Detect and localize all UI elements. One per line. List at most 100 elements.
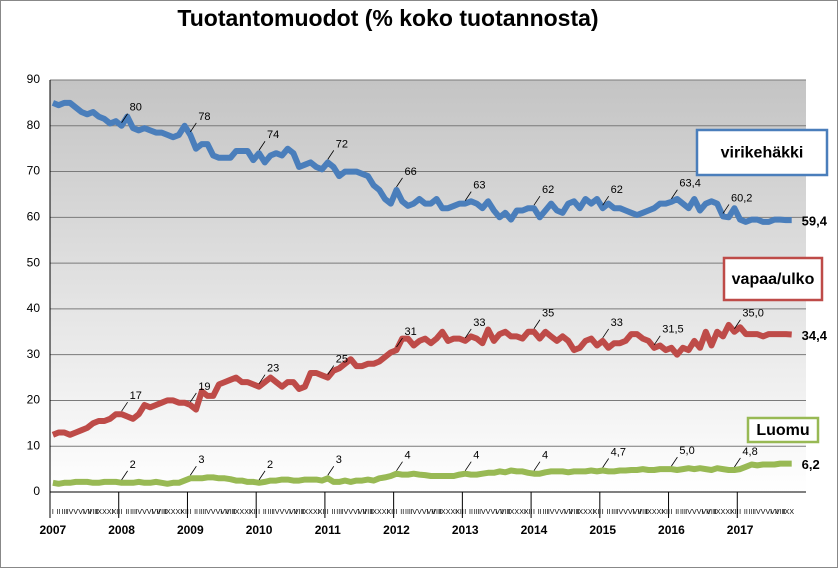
x-tick-label: XII	[180, 509, 189, 516]
x-tick-label: II	[332, 509, 336, 516]
x-tick-label: VI	[216, 509, 223, 516]
leader-line	[671, 456, 678, 467]
leader-line	[602, 328, 610, 339]
x-tick-label: II	[538, 509, 542, 516]
x-tick-label: IV	[67, 509, 74, 516]
leader-line	[258, 141, 266, 151]
leader-line	[396, 461, 403, 471]
x-tick-label: II	[125, 509, 129, 516]
x-tick-label: I	[327, 509, 329, 516]
x-tick-label: VII	[289, 509, 298, 516]
x-tick-label: VII	[770, 509, 779, 516]
x-tick-label: III	[749, 509, 755, 516]
value-label: 31,5	[662, 324, 683, 336]
x-tick-label: V	[142, 509, 147, 516]
x-tick-label: V	[348, 509, 353, 516]
x-tick-label: VIII	[363, 509, 374, 516]
x-tick-label: XI	[176, 509, 183, 516]
leader-line	[533, 319, 541, 329]
x-tick-label: XI	[382, 509, 389, 516]
x-tick-label: I	[52, 509, 54, 516]
value-label: 62	[542, 184, 554, 196]
leader-line	[258, 470, 266, 481]
leader-line	[327, 466, 335, 476]
leader-line	[671, 189, 678, 199]
x-tick-label: IX	[645, 509, 652, 516]
x-tick-label: I	[602, 509, 604, 516]
x-tick-label: I	[739, 509, 741, 516]
value-label: 2	[267, 459, 273, 471]
x-tick-label: VI	[491, 509, 498, 516]
year-label: 2010	[246, 523, 273, 537]
x-tick-label: X	[308, 509, 313, 516]
x-tick-label: X	[652, 509, 657, 516]
x-tick-label: IX	[576, 509, 583, 516]
value-label: 31	[405, 326, 417, 338]
y-tick-label: 90	[27, 72, 41, 86]
x-tick-label: X	[789, 509, 794, 516]
year-label: 2011	[315, 523, 341, 537]
y-tick-label: 0	[33, 484, 40, 498]
x-tick-label: VIII	[431, 509, 442, 516]
x-tick-label: VII	[633, 509, 642, 516]
leader-line	[121, 401, 128, 412]
value-label: 35	[542, 308, 554, 320]
y-tick-label: 30	[27, 347, 41, 361]
x-tick-label: V	[211, 509, 216, 516]
x-tick-label: I	[670, 509, 672, 516]
x-tick-label: XI	[519, 509, 526, 516]
value-label: 59,4	[802, 214, 828, 229]
x-tick-label: VI	[559, 509, 566, 516]
x-tick-label: XII	[318, 509, 327, 516]
x-tick-label: XI	[244, 509, 251, 516]
x-tick-label: XII	[112, 509, 121, 516]
leader-line	[602, 195, 610, 206]
x-tick-label: III	[405, 509, 411, 516]
x-tick-label: IV	[617, 509, 624, 516]
x-tick-label: XII	[455, 509, 464, 516]
x-tick-label: V	[280, 509, 285, 516]
x-tick-label: III	[680, 509, 686, 516]
x-tick-label: III	[336, 509, 342, 516]
x-tick-label: IV	[685, 509, 692, 516]
x-tick-label: XI	[107, 509, 114, 516]
x-tick-label: XI	[657, 509, 664, 516]
x-tick-label: VIII	[225, 509, 236, 516]
series-line	[51, 99, 792, 225]
x-tick-label: X	[721, 509, 726, 516]
x-tick-label: III	[611, 509, 617, 516]
x-tick-label: IX	[164, 509, 171, 516]
x-tick-label: VII	[83, 509, 92, 516]
leader-line	[464, 328, 472, 339]
x-tick-label: II	[263, 509, 267, 516]
leader-line	[653, 335, 661, 346]
x-tick-label: IV	[410, 509, 417, 516]
x-tick-label: III	[130, 509, 136, 516]
value-label: 25	[336, 353, 348, 365]
x-tick-label: XI	[313, 509, 320, 516]
x-tick-label: VIII	[569, 509, 580, 516]
leader-line	[121, 113, 128, 123]
value-label: 3	[198, 454, 204, 466]
y-tick-label: 80	[27, 118, 41, 132]
leader-line	[464, 461, 472, 471]
x-tick-label: III	[268, 509, 274, 516]
value-label: 63,4	[679, 178, 700, 190]
x-tick-label: VII	[427, 509, 436, 516]
value-label: 3	[336, 454, 342, 466]
series-line	[52, 460, 792, 487]
x-tick-label: I	[258, 509, 260, 516]
x-tick-label: VII	[564, 509, 573, 516]
x-tick-label: X	[446, 509, 451, 516]
x-tick-label: IX	[233, 509, 240, 516]
y-tick-label: 70	[27, 164, 41, 178]
x-tick-label: X	[102, 509, 107, 516]
x-tick-label: IV	[135, 509, 142, 516]
year-label: 2013	[452, 523, 479, 537]
value-label: 62	[611, 184, 623, 196]
x-tick-label: V	[623, 509, 628, 516]
x-tick-label: I	[464, 509, 466, 516]
value-label: 4	[405, 450, 411, 462]
legend-label: virikehäkki	[721, 145, 804, 162]
